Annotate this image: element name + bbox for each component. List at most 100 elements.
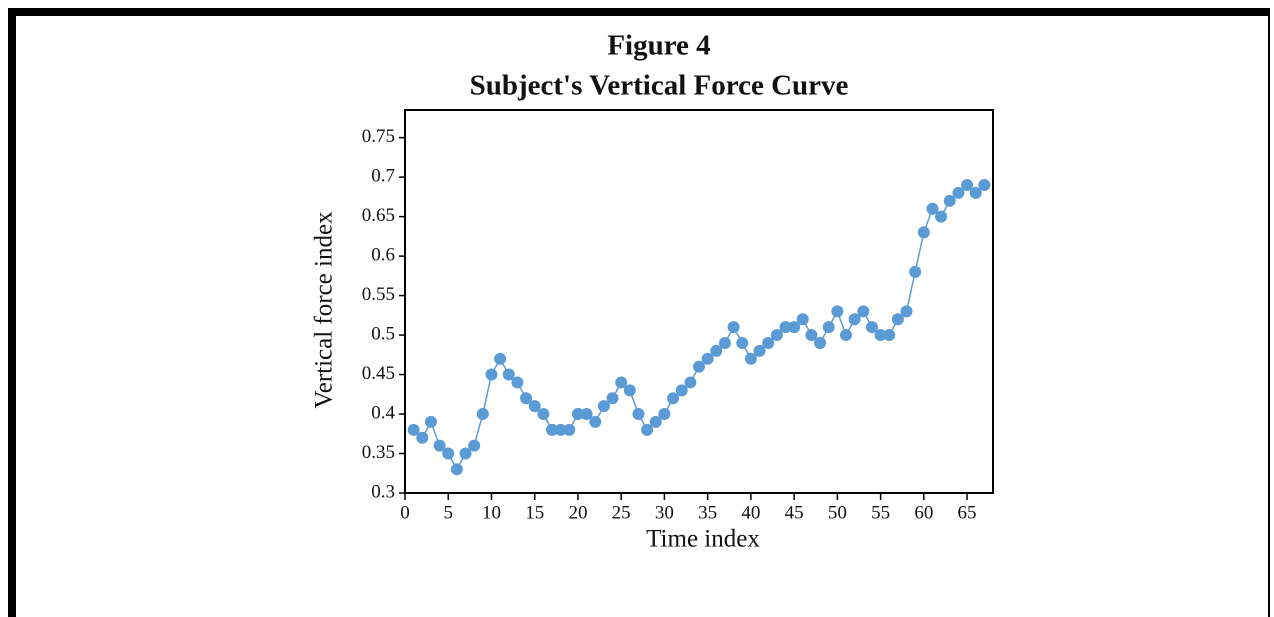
data-point (658, 408, 671, 421)
data-point (796, 313, 809, 326)
data-point (623, 384, 636, 397)
chart-title: Figure 4 (607, 30, 710, 62)
data-point (667, 392, 680, 405)
data-point (468, 439, 481, 452)
data-point (926, 202, 939, 215)
data-point (814, 336, 827, 349)
data-point (917, 226, 930, 239)
data-point (416, 431, 429, 444)
data-point (701, 352, 714, 365)
frame-top (8, 8, 1270, 16)
data-point (848, 313, 861, 326)
data-point (528, 400, 541, 413)
data-point (891, 313, 904, 326)
data-point (718, 336, 731, 349)
data-point (502, 368, 515, 381)
data-point (442, 447, 455, 460)
data-line (413, 184, 985, 471)
y-axis-label: Vertical force index (311, 211, 338, 409)
x-tick-label: 50 (828, 502, 847, 523)
data-point (554, 423, 567, 436)
data-point (546, 423, 558, 436)
x-tick-label: 30 (655, 502, 674, 523)
data-point (693, 360, 705, 373)
x-tick-label: 65 (958, 502, 977, 523)
data-point (753, 344, 766, 357)
y-tick-label: 0.45 (362, 363, 395, 384)
data-point (900, 305, 913, 318)
data-point (857, 305, 870, 318)
data-point (589, 415, 602, 428)
data-point (606, 392, 619, 405)
data-point (615, 376, 628, 389)
data-point (563, 423, 576, 436)
data-point (978, 179, 991, 192)
data-point (494, 352, 507, 365)
x-tick-label: 15 (525, 502, 544, 523)
data-point (770, 329, 783, 342)
x-axis-label: Time index (646, 526, 760, 553)
data-point (424, 415, 437, 428)
x-tick-label: 45 (785, 502, 804, 523)
data-point (831, 305, 844, 318)
x-tick-label: 20 (568, 502, 587, 523)
data-point (450, 463, 463, 476)
data-point (580, 408, 593, 421)
data-point (865, 321, 878, 334)
x-tick-label: 25 (612, 502, 631, 523)
data-point (779, 321, 792, 334)
y-tick-label: 0.7 (371, 165, 395, 186)
data-point (935, 210, 948, 223)
data-point (840, 329, 852, 342)
data-point (952, 186, 965, 199)
data-point (632, 408, 645, 421)
x-tick-label: 35 (698, 502, 717, 523)
data-point (537, 408, 550, 421)
data-point (874, 329, 887, 342)
x-tick-label: 60 (914, 502, 933, 523)
plot-frame (404, 109, 994, 494)
y-tick-label: 0.65 (362, 205, 395, 226)
data-point (727, 321, 740, 334)
y-tick-label: 0.55 (362, 284, 395, 305)
x-tick-label: 10 (482, 502, 501, 523)
y-tick-label: 0.35 (362, 442, 395, 463)
y-tick-label: 0.5 (371, 323, 395, 344)
y-tick-label: 0.3 (371, 481, 395, 502)
data-point (961, 179, 974, 192)
data-point (684, 376, 697, 389)
data-point (649, 415, 662, 428)
data-point (511, 376, 524, 389)
x-tick-label: 0 (400, 502, 410, 523)
data-point (520, 392, 533, 405)
chart-subtitle: Subject's Vertical Force Curve (470, 70, 849, 102)
data-point (476, 408, 489, 421)
y-tick-label: 0.4 (371, 402, 395, 423)
data-point (943, 194, 956, 207)
x-tick-label: 40 (741, 502, 760, 523)
data-point (805, 329, 818, 342)
data-point (459, 447, 472, 460)
data-point (822, 321, 835, 334)
data-point (485, 368, 498, 381)
data-point (788, 321, 801, 334)
data-point (744, 352, 757, 365)
data-point (909, 265, 922, 278)
data-point (736, 336, 749, 349)
data-point (710, 344, 723, 357)
data-point (641, 423, 654, 436)
data-point (675, 384, 688, 397)
data-point (597, 400, 610, 413)
data-point (883, 329, 896, 342)
y-tick-label: 0.6 (371, 244, 395, 265)
data-point (407, 423, 420, 436)
data-point (762, 336, 775, 349)
y-tick-label: 0.75 (362, 126, 395, 147)
frame-left (8, 8, 16, 617)
x-tick-label: 55 (871, 502, 890, 523)
data-point (571, 408, 584, 421)
x-tick-label: 5 (443, 502, 453, 523)
data-point (433, 439, 446, 452)
data-point (969, 186, 982, 199)
